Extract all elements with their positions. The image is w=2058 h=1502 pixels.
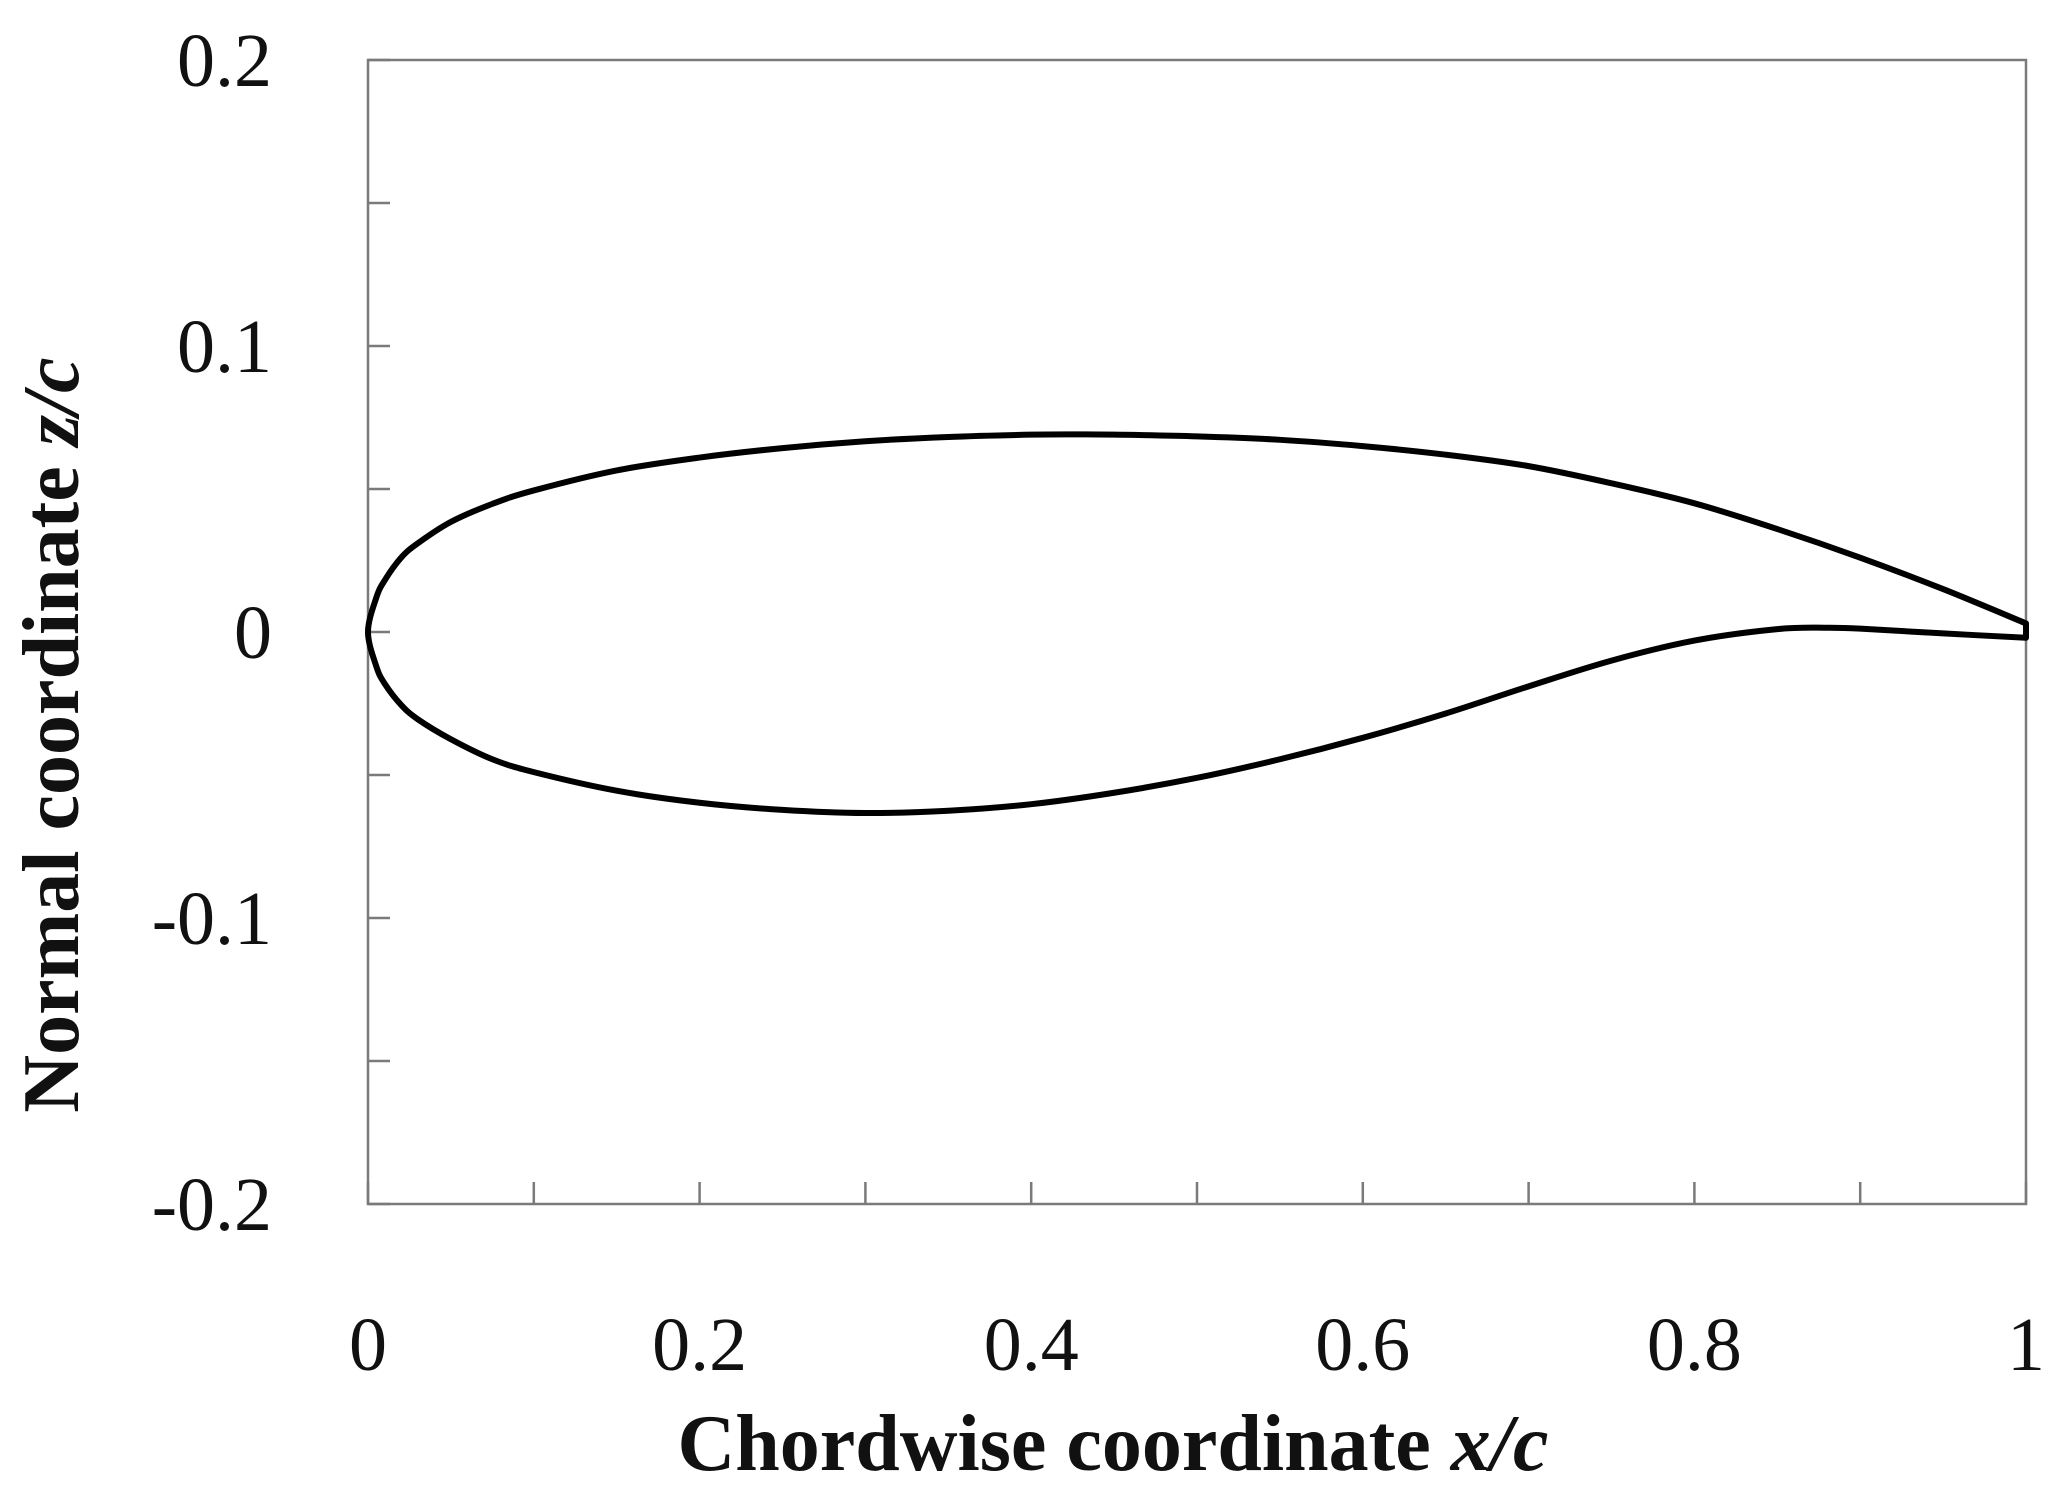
y-tick-label: -0.1 [152, 877, 272, 961]
x-tick-label: 0.4 [984, 1303, 1079, 1387]
axis-ticks [366, 58, 2028, 1206]
x-tick-label: 0.2 [652, 1303, 747, 1387]
y-tick-label: 0.1 [177, 305, 272, 389]
y-axis-title: Normal coordinate z/c [8, 357, 96, 1112]
x-tick-label: 1 [2007, 1303, 2045, 1387]
y-tick-label: 0.2 [177, 19, 272, 103]
axis-tick-labels: 0 0.2 0.4 0.6 0.8 1 -0.2 -0.1 0 0.1 0.2 [152, 19, 2045, 1387]
x-tick-label: 0 [349, 1303, 387, 1387]
x-tick-label: 0.6 [1315, 1303, 1410, 1387]
airfoil-line [365, 431, 2029, 817]
y-tick-label: -0.2 [152, 1163, 272, 1247]
x-axis-title: Chordwise coordinate x/c [677, 1400, 1548, 1488]
y-tick-label: 0 [234, 591, 272, 675]
airfoil-profile [365, 431, 2029, 817]
x-tick-label: 0.8 [1647, 1303, 1742, 1387]
